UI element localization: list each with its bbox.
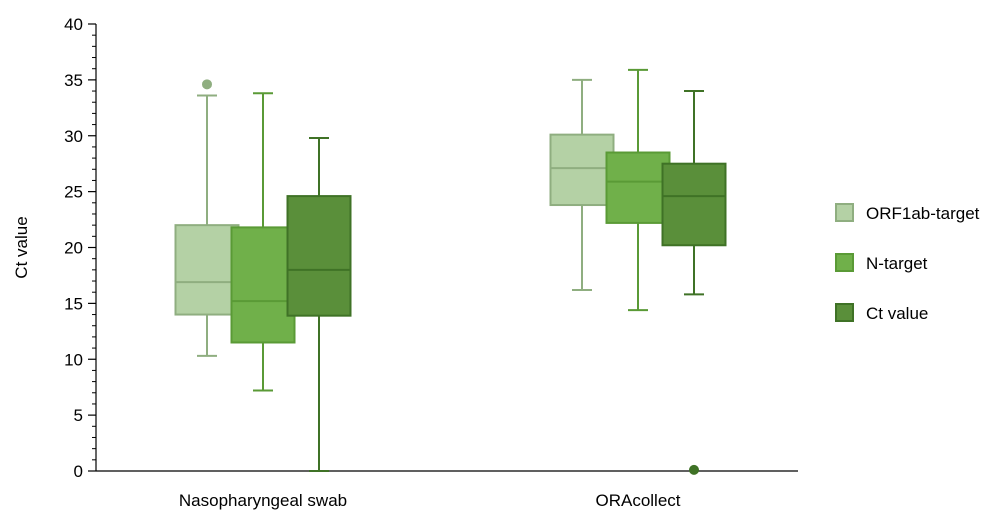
legend-label: Ct value (866, 304, 928, 323)
y-tick-label: 20 (64, 239, 83, 258)
box-body (230, 226, 296, 344)
outlier-point (689, 464, 699, 475)
box-1-0 (230, 92, 296, 392)
box-body (661, 162, 727, 247)
axes-layer: 0 5 10 15 20 25 30 35 40 Ct value Nasopharyngeal s… (12, 15, 798, 510)
y-tick-label: 15 (64, 294, 83, 313)
box-body (549, 133, 615, 207)
legend-label: ORF1ab-target (866, 204, 980, 223)
y-axis-title: Ct value (12, 216, 31, 278)
legend-swatch (835, 203, 854, 222)
y-tick-label: 25 (64, 183, 83, 202)
y-tick-label: 30 (64, 127, 83, 146)
box-2-1 (661, 90, 727, 475)
outlier-point (202, 79, 212, 90)
y-tick-label: 35 (64, 71, 83, 90)
box-body (605, 151, 671, 224)
x-category-label: ORAcollect (595, 491, 680, 510)
legend-item: N-target (835, 253, 928, 273)
box-body (174, 224, 240, 316)
legend-swatch (835, 303, 854, 322)
legend-item: ORF1ab-target (835, 203, 980, 223)
boxes-layer (174, 68, 727, 475)
y-tick-label: 10 (64, 350, 83, 369)
legend: ORF1ab-target N-target Ct value (835, 203, 980, 323)
y-tick-label: 0 (74, 462, 83, 481)
legend-swatch (835, 253, 854, 272)
x-category-label: Nasopharyngeal swab (179, 491, 347, 510)
legend-label: N-target (866, 254, 928, 273)
legend-item: Ct value (835, 303, 928, 323)
box-0-1 (549, 78, 615, 291)
box-0-0 (174, 79, 240, 357)
box-body (286, 195, 352, 317)
box-1-1 (605, 68, 671, 312)
box-2-0 (286, 136, 352, 472)
y-tick-label: 5 (74, 406, 83, 425)
y-tick-label: 40 (64, 15, 83, 34)
